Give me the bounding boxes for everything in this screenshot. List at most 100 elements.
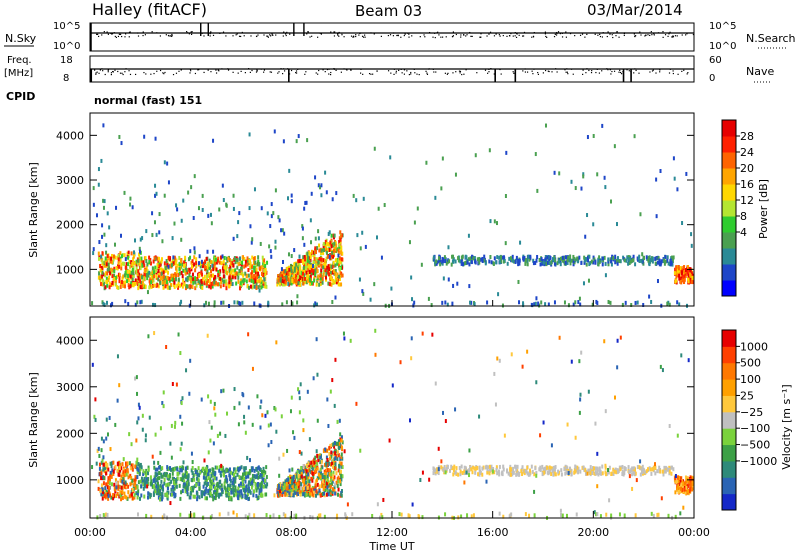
range-gate-cell xyxy=(224,262,227,267)
range-gate-cell xyxy=(329,484,332,489)
colorbar-tick-label: 28 xyxy=(740,130,754,143)
range-gate-cell xyxy=(182,466,185,471)
range-gate-cell xyxy=(180,468,183,473)
range-gate-cell xyxy=(326,462,329,467)
range-gate-cell xyxy=(210,485,213,490)
range-gate-cell xyxy=(306,261,309,266)
range-gate-cell xyxy=(333,488,336,493)
range-gate-cell xyxy=(592,133,595,138)
range-gate-cell xyxy=(111,260,114,265)
range-gate-cell xyxy=(546,260,549,265)
range-gate-cell xyxy=(319,273,322,278)
range-gate-cell xyxy=(330,275,333,280)
range-gate-cell xyxy=(287,252,290,257)
range-gate-cell xyxy=(630,468,633,473)
range-gate-cell xyxy=(226,483,229,488)
range-gate-cell xyxy=(453,464,456,469)
range-gate-cell xyxy=(163,261,166,266)
range-gate-cell xyxy=(198,272,201,277)
nsky-point xyxy=(137,35,140,37)
range-gate-cell xyxy=(225,279,228,284)
range-gate-cell xyxy=(258,474,261,479)
range-gate-cell xyxy=(157,460,160,465)
range-gate-cell xyxy=(232,263,235,268)
range-gate-cell xyxy=(257,255,260,260)
range-gate-cell xyxy=(201,193,204,198)
range-gate-cell xyxy=(312,260,315,265)
range-gate-cell xyxy=(442,467,445,472)
range-gate-cell xyxy=(213,263,216,268)
range-gate-cell xyxy=(295,262,298,267)
range-gate-cell xyxy=(547,466,550,471)
range-gate-cell xyxy=(647,467,650,472)
range-gate-cell xyxy=(650,299,653,304)
range-gate-cell xyxy=(119,258,122,263)
range-gate-cell xyxy=(247,405,250,410)
range-gate-cell xyxy=(135,270,138,275)
range-gate-cell xyxy=(319,491,322,496)
range-gate-cell xyxy=(213,280,216,285)
range-gate-cell xyxy=(240,489,243,494)
nsky-point xyxy=(114,35,116,38)
range-gate-cell xyxy=(339,437,342,442)
range-gate-cell xyxy=(478,472,481,477)
range-gate-cell xyxy=(154,265,157,270)
range-gate-cell xyxy=(623,466,626,471)
nsky-point xyxy=(364,36,366,38)
range-gate-cell xyxy=(132,478,135,483)
freq-point xyxy=(548,70,550,73)
range-gate-cell xyxy=(672,467,675,472)
range-gate-cell xyxy=(201,276,204,281)
range-gate-cell xyxy=(210,482,213,487)
range-gate-cell xyxy=(222,279,225,284)
range-gate-cell xyxy=(150,277,153,282)
range-gate-cell xyxy=(105,300,108,305)
range-gate-cell xyxy=(211,263,214,268)
range-gate-cell xyxy=(240,263,243,268)
range-gate-cell xyxy=(169,474,172,479)
range-gate-cell xyxy=(434,195,437,200)
range-gate-cell xyxy=(109,270,112,275)
range-gate-cell xyxy=(619,259,622,264)
range-gate-cell xyxy=(450,464,453,469)
range-gate-cell xyxy=(182,484,185,489)
range-gate-cell xyxy=(230,488,233,493)
nsky-point xyxy=(411,35,413,37)
freq-point xyxy=(606,68,608,70)
range-gate-cell xyxy=(676,265,679,270)
range-gate-cell xyxy=(285,275,288,280)
range-gate-cell xyxy=(225,474,228,479)
range-gate-cell xyxy=(330,264,333,269)
range-gate-cell xyxy=(277,485,280,490)
range-gate-cell xyxy=(180,299,183,304)
range-gate-cell xyxy=(116,398,119,403)
freq-point xyxy=(340,71,342,73)
range-gate-cell xyxy=(123,273,126,278)
range-gate-cell xyxy=(136,280,139,285)
range-gate-cell xyxy=(318,262,321,267)
range-gate-cell xyxy=(191,471,194,476)
nsky-point xyxy=(271,34,273,36)
range-gate-cell xyxy=(100,492,103,497)
range-gate-cell xyxy=(673,176,676,181)
freq-tick-bottom: 8 xyxy=(63,73,69,84)
range-gate-cell xyxy=(681,483,684,488)
range-gate-cell xyxy=(104,271,107,276)
range-gate-cell xyxy=(331,270,334,275)
range-gate-cell xyxy=(93,414,96,419)
range-gate-cell xyxy=(138,256,141,261)
range-gate-cell xyxy=(209,212,212,217)
range-gate-cell xyxy=(642,302,645,307)
range-gate-cell xyxy=(250,264,253,269)
range-gate-cell xyxy=(606,471,609,476)
range-gate-cell xyxy=(563,259,566,264)
range-gate-cell xyxy=(146,479,149,484)
range-gate-cell xyxy=(230,282,233,287)
range-gate-cell xyxy=(134,475,137,480)
range-gate-cell xyxy=(193,494,196,499)
range-gate-cell xyxy=(147,273,150,278)
range-gate-cell xyxy=(213,255,216,260)
nsky-point xyxy=(269,34,271,36)
range-gate-cell xyxy=(101,251,104,256)
range-gate-cell xyxy=(251,483,254,488)
